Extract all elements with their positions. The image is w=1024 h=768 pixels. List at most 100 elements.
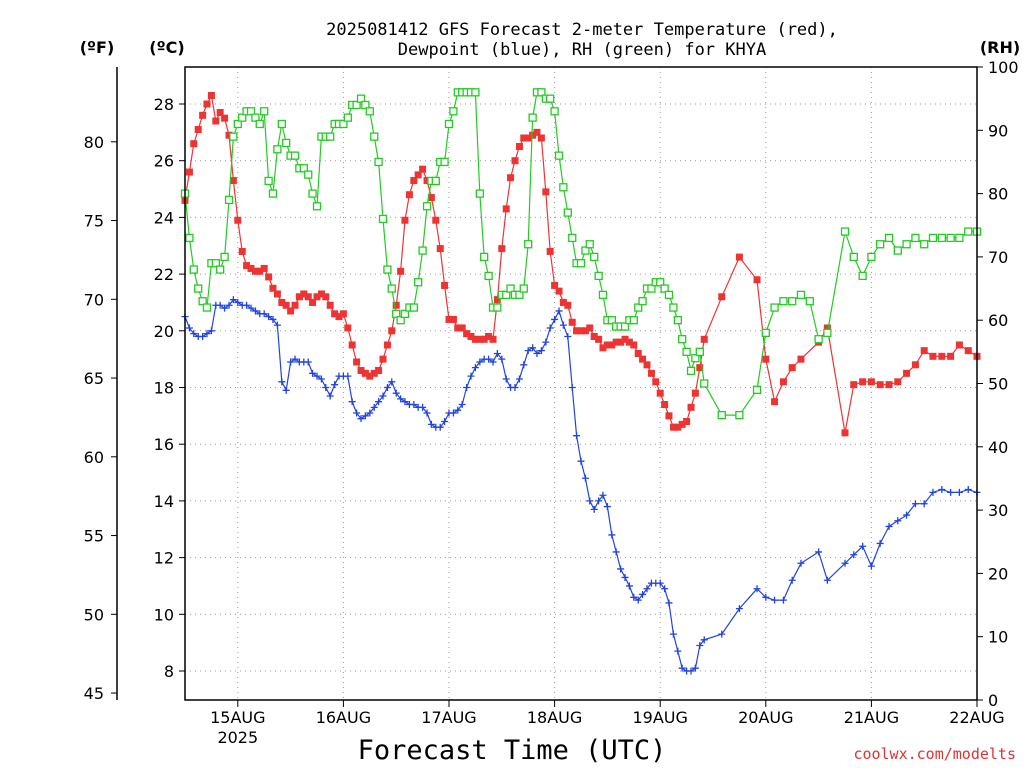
dewpoint-point xyxy=(353,409,361,417)
rh-point xyxy=(312,202,322,211)
dewpoint-point xyxy=(265,313,273,321)
dewpoint-point xyxy=(467,372,475,380)
temperature-point xyxy=(700,335,708,343)
temperature-point xyxy=(419,165,427,173)
rh-point xyxy=(796,290,806,300)
temperature-point xyxy=(441,281,449,289)
temperature-point xyxy=(656,389,664,397)
temperature-point xyxy=(876,381,884,389)
rh-point xyxy=(946,233,955,243)
temperature-point xyxy=(678,420,686,428)
temperature-point xyxy=(322,293,330,301)
fahrenheit-tick-label: 45 xyxy=(84,684,104,703)
rh-point xyxy=(964,227,973,236)
rh-point xyxy=(444,119,454,129)
fahrenheit-tick-label: 70 xyxy=(84,290,104,309)
dewpoint-point xyxy=(608,531,616,539)
rh-point xyxy=(691,354,700,363)
temperature-point xyxy=(735,253,743,261)
dewpoint-point xyxy=(427,420,435,428)
dewpoint-point xyxy=(639,590,647,598)
dewpoint-point xyxy=(221,304,229,312)
rh-point xyxy=(563,208,572,217)
rh-tick-label: 90 xyxy=(988,121,1008,140)
temperature-point xyxy=(867,378,875,386)
temperature-point xyxy=(947,352,955,360)
temperature-point xyxy=(718,293,726,301)
temperature-point xyxy=(524,134,532,142)
rh-point xyxy=(378,214,388,224)
rh-point xyxy=(211,259,220,268)
rh-point xyxy=(299,164,308,173)
rh-point xyxy=(805,297,814,306)
rh-point xyxy=(304,170,313,179)
temperature-point xyxy=(203,100,211,108)
temperature-point xyxy=(674,423,682,431)
dewpoint-point xyxy=(617,565,625,573)
temperature-point xyxy=(260,264,268,272)
dewpoint-point xyxy=(199,332,207,340)
temperature-point xyxy=(859,378,867,386)
rh-point xyxy=(849,252,858,262)
dewpoint-point xyxy=(273,321,281,329)
rh-point xyxy=(343,113,352,122)
x-tick-label: 20AUG xyxy=(738,708,793,727)
celsius-tick-label: 14 xyxy=(154,492,174,511)
dewpoint-point xyxy=(185,324,193,332)
temperature-point xyxy=(498,245,506,253)
temperature-point xyxy=(344,324,352,332)
temperature-point xyxy=(885,381,893,389)
temperature-point xyxy=(938,352,946,360)
celsius-tick-label: 10 xyxy=(154,605,174,624)
temperature-point xyxy=(449,315,457,323)
rh-point xyxy=(255,119,264,129)
dewpoint-point xyxy=(797,559,805,567)
dewpoint-point xyxy=(665,599,673,607)
temperature-point xyxy=(493,296,501,304)
temperature-point xyxy=(410,177,418,185)
rh-point xyxy=(418,246,427,255)
dewpoint-point xyxy=(203,330,211,338)
dewpoint-point xyxy=(687,667,695,675)
chart-title: 2025081412 GFS Forecast 2-meter Temperat… xyxy=(326,20,838,40)
temperature-point xyxy=(691,389,699,397)
rh-point xyxy=(695,347,704,357)
rh-point xyxy=(735,410,744,420)
rh-point xyxy=(559,183,568,192)
rh-axis: 0 10 20 30 40 50 60 70 80 90 100 xyxy=(977,58,1019,710)
rh-point xyxy=(524,240,533,249)
rh-point xyxy=(937,233,946,243)
rh-point xyxy=(392,309,401,319)
x-tick-label: 18AUG xyxy=(527,708,582,727)
rh-point xyxy=(185,233,194,243)
rh-series xyxy=(180,88,982,420)
rh-point xyxy=(788,297,797,306)
temperature-point xyxy=(225,131,233,139)
temperature-point xyxy=(339,310,347,318)
rh-point xyxy=(620,322,630,331)
temperature-point xyxy=(599,344,607,352)
dewpoint-point xyxy=(449,409,457,417)
fahrenheit-tick-label: 75 xyxy=(84,212,104,231)
rh-point xyxy=(840,227,850,236)
dewpoint-point xyxy=(859,542,867,550)
dewpoint-point xyxy=(634,596,642,604)
temperature-point xyxy=(282,301,290,309)
dewpoint-point xyxy=(419,403,427,411)
credit-link[interactable]: coolwx.com/modelts xyxy=(853,745,1016,763)
dewpoint-point xyxy=(911,500,919,508)
dewpoint-point xyxy=(551,315,559,323)
temperature-point xyxy=(405,191,413,199)
celsius-tick-label: 8 xyxy=(164,662,174,681)
dewpoint-point xyxy=(247,304,255,312)
temperature-point xyxy=(287,307,295,315)
rh-point xyxy=(779,297,788,306)
dewpoint-point xyxy=(542,338,550,346)
temperature-point xyxy=(577,327,585,335)
dewpoint-point xyxy=(929,488,937,496)
temperature-point xyxy=(331,310,339,318)
dewpoint-point xyxy=(691,664,699,672)
temperature-point xyxy=(617,338,625,346)
dewpoint-point xyxy=(229,296,237,304)
